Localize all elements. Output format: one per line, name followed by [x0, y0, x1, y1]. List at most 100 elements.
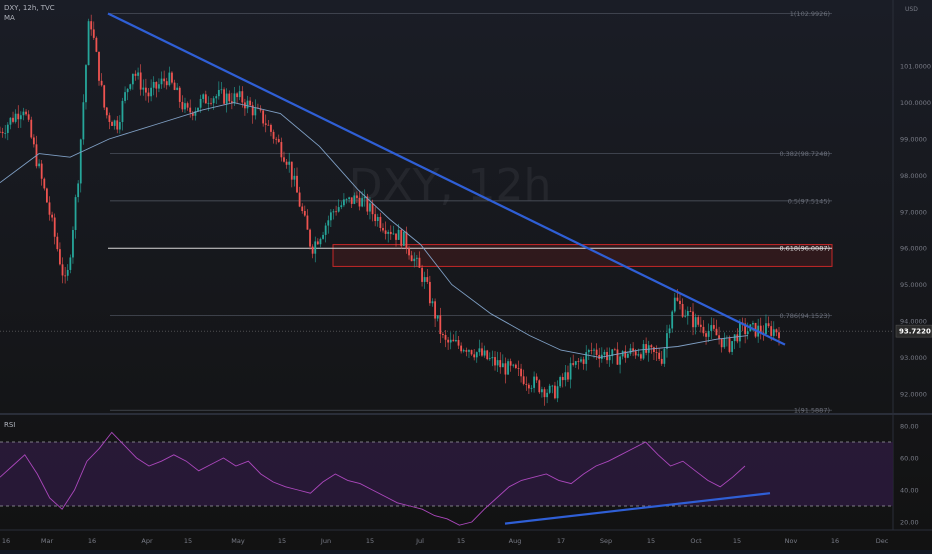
candle-body — [343, 199, 345, 206]
candle-body — [436, 315, 439, 319]
candle-body — [739, 322, 741, 342]
candle-body — [212, 98, 215, 104]
candle-body — [439, 315, 442, 335]
candle-body — [210, 102, 212, 104]
candle-body — [277, 139, 280, 143]
candle-body — [228, 93, 231, 102]
candle-body — [530, 387, 533, 389]
candle-body — [569, 363, 572, 380]
candle-body — [38, 163, 40, 167]
candle-body — [366, 196, 369, 212]
candle-body — [335, 211, 337, 213]
candle-body — [504, 363, 507, 375]
candle-body — [520, 368, 522, 377]
candle-body — [6, 124, 9, 133]
candle-body — [108, 115, 111, 122]
candle-body — [457, 339, 460, 346]
candle-body — [535, 376, 538, 381]
candle-body — [356, 195, 358, 198]
candle-body — [137, 72, 139, 76]
candle-body — [30, 119, 33, 138]
time-tick-label: 15 — [278, 537, 286, 545]
time-tick-label: Apr — [141, 537, 153, 545]
candle-body — [152, 81, 155, 88]
candle-body — [246, 100, 249, 109]
price-tick-label: 99.0000 — [900, 136, 927, 144]
fib-level-label: 0.786(94.1523) — [779, 312, 830, 320]
candle-body — [353, 195, 356, 204]
candle-body — [613, 349, 616, 351]
candle-body — [405, 231, 408, 249]
candle-body — [371, 203, 374, 215]
time-tick-label: Jun — [320, 537, 331, 545]
candle-body — [77, 183, 80, 198]
candle-body — [379, 216, 382, 228]
candle-body — [249, 100, 252, 106]
price-tick-label: 100.0000 — [900, 99, 931, 107]
candle-body — [640, 354, 642, 359]
candle-body — [778, 332, 780, 339]
candle-body — [660, 358, 663, 364]
candle-body — [17, 113, 20, 120]
candle-body — [204, 94, 207, 104]
candle-body — [225, 93, 228, 104]
candle-body — [447, 339, 450, 343]
candle-body — [501, 363, 504, 368]
candle-body — [316, 241, 319, 245]
candle-body — [543, 389, 546, 398]
candle-body — [389, 231, 392, 235]
candles — [0, 14, 780, 406]
candle-body — [426, 277, 429, 282]
candle-body — [64, 275, 67, 277]
candle-body — [124, 92, 126, 101]
time-tick-label: Aug — [509, 537, 522, 545]
candle-body — [522, 376, 525, 384]
candle-body — [423, 277, 426, 282]
rsi-tick-label: 80.00 — [900, 423, 919, 431]
candle-body — [686, 310, 689, 316]
candle-body — [126, 88, 129, 93]
ma-legend: MA — [4, 14, 15, 22]
candle-body — [400, 229, 403, 246]
candle-body — [191, 112, 194, 116]
fib-level-label: 0.382(98.7248) — [779, 150, 830, 158]
candle-body — [746, 331, 749, 335]
candle-body — [74, 197, 77, 230]
candle-body — [129, 84, 132, 89]
fib-level-label: 0.618(96.0087) — [779, 245, 830, 253]
candle-body — [374, 214, 377, 222]
candle-body — [541, 389, 543, 393]
last-price-label: 93.7220 — [899, 328, 931, 336]
candle-body — [272, 131, 275, 139]
candle-body — [95, 37, 98, 52]
candle-body — [173, 82, 176, 90]
symbol-legend: DXY, 12h, TVC — [4, 4, 55, 12]
candle-body — [189, 107, 192, 113]
candle-body — [442, 334, 444, 336]
candle-body — [705, 333, 707, 337]
candle-body — [217, 90, 220, 97]
candle-body — [311, 246, 314, 254]
currency-label: USD — [905, 6, 918, 13]
candle-body — [551, 385, 554, 387]
price-tick-label: 97.0000 — [900, 208, 927, 216]
candle-body — [491, 357, 494, 359]
candle-body — [616, 349, 619, 365]
candle-body — [14, 113, 17, 122]
candle-body — [710, 325, 713, 331]
price-tick-label: 93.0000 — [900, 354, 927, 362]
candle-body — [363, 196, 366, 199]
candle-body — [241, 91, 244, 103]
candle-body — [455, 339, 457, 342]
candle-body — [61, 264, 64, 276]
time-tick-label: Sep — [600, 537, 612, 545]
candle-body — [329, 212, 332, 221]
time-tick-label: 15 — [184, 537, 192, 545]
candle-body — [585, 352, 588, 364]
candle-body — [301, 206, 304, 212]
candle-body — [150, 87, 153, 97]
candle-body — [632, 348, 635, 352]
candle-body — [712, 325, 715, 329]
